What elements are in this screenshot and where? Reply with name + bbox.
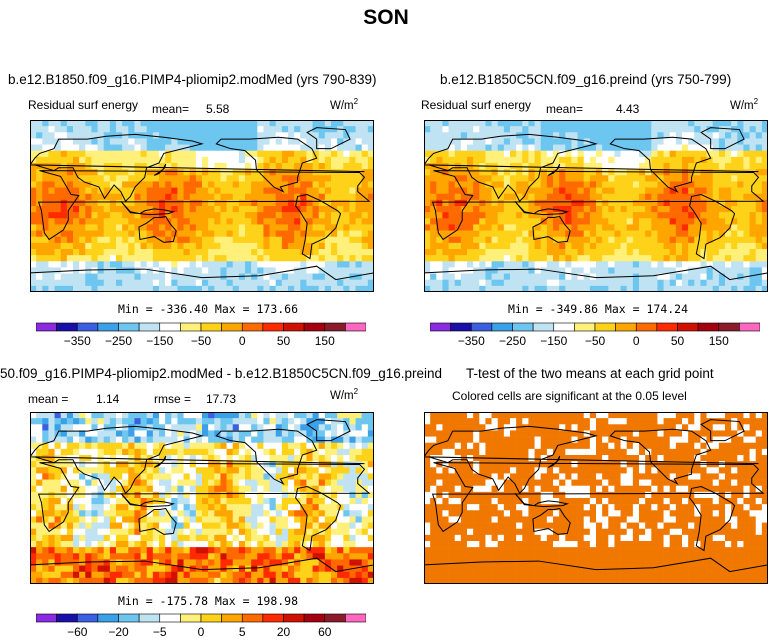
colorbar-swatch — [221, 613, 243, 623]
colorbar-tick-label: −350 — [64, 334, 91, 348]
panel3-mean-value: 1.14 — [96, 392, 120, 406]
colorbar-tick-label: 20 — [277, 625, 291, 639]
colorbar-tick-label: −5 — [153, 625, 167, 639]
colorbar-swatch — [97, 613, 119, 623]
colorbar-swatch — [138, 613, 161, 623]
panel3-title: 50.f09_g16.PIMP4-pliomip2.modMed - b.e12… — [0, 366, 443, 381]
panel2-mean-label: mean= — [546, 102, 584, 116]
colorbar-swatch — [512, 322, 534, 332]
colorbar-swatch — [718, 322, 740, 332]
colorbar-tick-label: 5 — [239, 625, 246, 639]
colorbar-swatch — [221, 322, 243, 332]
colorbar-tick-label: 150 — [315, 334, 335, 348]
colorbar-swatch — [76, 613, 99, 623]
colorbar-swatch — [262, 322, 284, 332]
colorbar-tick-label: 50 — [277, 334, 291, 348]
colorbar-swatch — [36, 613, 57, 623]
panel1-mean-value: 5.58 — [206, 102, 230, 116]
colorbar-swatch — [138, 322, 161, 332]
colorbar-swatch — [677, 322, 699, 332]
colorbar-swatch — [159, 322, 181, 332]
panel3-mean-label: mean = — [28, 392, 69, 406]
colorbar-swatch — [574, 322, 596, 332]
colorbar-swatch — [180, 322, 202, 332]
colorbar-swatch — [324, 322, 346, 332]
colorbar-swatch — [470, 322, 493, 332]
colorbar-swatch — [159, 613, 181, 623]
colorbar-swatch — [180, 613, 202, 623]
colorbar-tick-label: −250 — [105, 334, 132, 348]
panel2-units: W/m2 — [730, 97, 759, 112]
panel3-rmse-label: rmse = — [154, 392, 192, 406]
colorbar-swatch — [345, 613, 366, 623]
panel1-map — [30, 120, 374, 292]
colorbar-swatch — [656, 322, 678, 332]
panel4-title: T-test of the two means at each grid poi… — [466, 366, 714, 381]
colorbar-swatch — [430, 322, 451, 332]
colorbar-swatch — [118, 613, 140, 623]
colorbar-swatch — [553, 322, 575, 332]
panel3-colorbar: −60 −20 −5 0 5 20 60 — [36, 613, 366, 639]
colorbar-swatch — [241, 613, 264, 623]
colorbar-swatch — [118, 322, 140, 332]
colorbar-tick-label: −150 — [146, 334, 173, 348]
panel2-field-label: Residual surf energy — [421, 98, 532, 112]
figure-title: SON — [363, 6, 409, 29]
colorbar-swatch — [36, 322, 57, 332]
colorbar-swatch — [635, 322, 658, 332]
colorbar-tick-label: −150 — [540, 334, 567, 348]
colorbar-tick-label: 0 — [239, 334, 246, 348]
colorbar-swatch — [697, 322, 720, 332]
panel4-subtitle: Colored cells are significant at the 0.0… — [452, 389, 687, 403]
panel2-title: b.e12.B1850C5CN.f09_g16.preind (yrs 750-… — [440, 72, 732, 87]
colorbar-swatch — [324, 613, 346, 623]
panel3-map — [30, 412, 374, 584]
colorbar-swatch — [200, 613, 222, 623]
panel1-colorbar: −350 −250 −150 −50 0 50 150 — [36, 322, 366, 348]
panel1-mean-label: mean= — [152, 102, 190, 116]
panel1-minmax: Min = -336.40 Max = 173.66 — [118, 302, 299, 316]
colorbar-swatch — [594, 322, 616, 332]
panel3-units: W/m2 — [330, 387, 359, 402]
panel4-map — [424, 412, 768, 584]
colorbar-swatch — [283, 613, 305, 623]
colorbar-swatch — [283, 322, 305, 332]
colorbar-tick-label: −350 — [458, 334, 485, 348]
colorbar-tick-label: 150 — [709, 334, 729, 348]
colorbar-swatch — [615, 322, 637, 332]
colorbar-swatch — [262, 613, 284, 623]
panel1-title: b.e12.B1850.f09_g16.PIMP4-pliomip2.modMe… — [8, 72, 377, 87]
colorbar-tick-label: −50 — [585, 334, 606, 348]
colorbar-swatch — [491, 322, 513, 332]
colorbar-swatch — [76, 322, 99, 332]
panel2-mean-value: 4.43 — [616, 102, 640, 116]
panel1-units: W/m2 — [330, 97, 359, 112]
colorbar-swatch — [56, 322, 78, 332]
colorbar-tick-label: −50 — [191, 334, 212, 348]
colorbar-tick-label: 60 — [318, 625, 332, 639]
panel3-minmax: Min = -175.78 Max = 198.98 — [118, 594, 299, 608]
panel3-rmse-value: 17.73 — [206, 392, 237, 406]
colorbar-tick-label: 0 — [633, 334, 640, 348]
colorbar-tick-label: 50 — [671, 334, 685, 348]
colorbar-tick-label: −60 — [67, 625, 88, 639]
panel2-colorbar: −350 −250 −150 −50 0 50 150 — [430, 322, 760, 348]
colorbar-swatch — [739, 322, 760, 332]
panel2-minmax: Min = -349.86 Max = 174.24 — [508, 302, 689, 316]
colorbar-swatch — [345, 322, 366, 332]
colorbar-swatch — [303, 322, 326, 332]
colorbar-tick-label: −20 — [108, 625, 129, 639]
colorbar-swatch — [241, 322, 264, 332]
colorbar-swatch — [97, 322, 119, 332]
colorbar-swatch — [200, 322, 222, 332]
colorbar-tick-label: −250 — [499, 334, 526, 348]
panel2-map — [424, 120, 768, 292]
colorbar-tick-label: 0 — [198, 625, 205, 639]
colorbar-swatch — [450, 322, 472, 332]
panel1-field-label: Residual surf energy — [28, 98, 139, 112]
colorbar-swatch — [56, 613, 78, 623]
colorbar-swatch — [532, 322, 555, 332]
colorbar-swatch — [303, 613, 326, 623]
